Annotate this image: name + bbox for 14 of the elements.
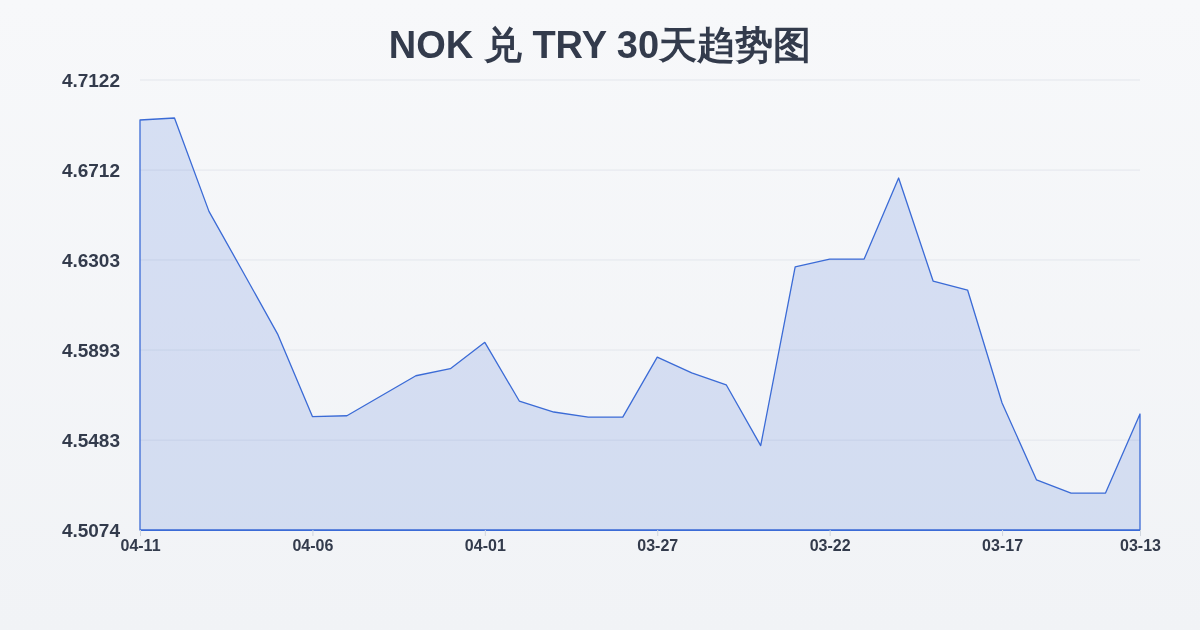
y-tick-label: 4.6712	[61, 159, 120, 181]
x-tick-label: 03-17	[982, 537, 1024, 555]
y-tick-label: 4.5074	[61, 519, 121, 541]
x-tick-label: 03-22	[809, 537, 851, 555]
x-tick-label: 04-01	[464, 537, 506, 555]
chart-title: NOK 兑 TRY 30天趋势图	[388, 24, 812, 66]
y-tick-label: 4.7122	[61, 69, 120, 91]
x-tick-label: 03-27	[637, 537, 679, 555]
x-tick-label: 04-11	[120, 537, 161, 555]
y-tick-label: 4.6303	[61, 249, 120, 271]
y-tick-label: 4.5483	[61, 429, 120, 451]
y-tick-label: 4.5893	[61, 339, 120, 361]
x-tick-label: 03-13	[1120, 537, 1162, 555]
x-tick-label: 04-06	[292, 537, 334, 555]
